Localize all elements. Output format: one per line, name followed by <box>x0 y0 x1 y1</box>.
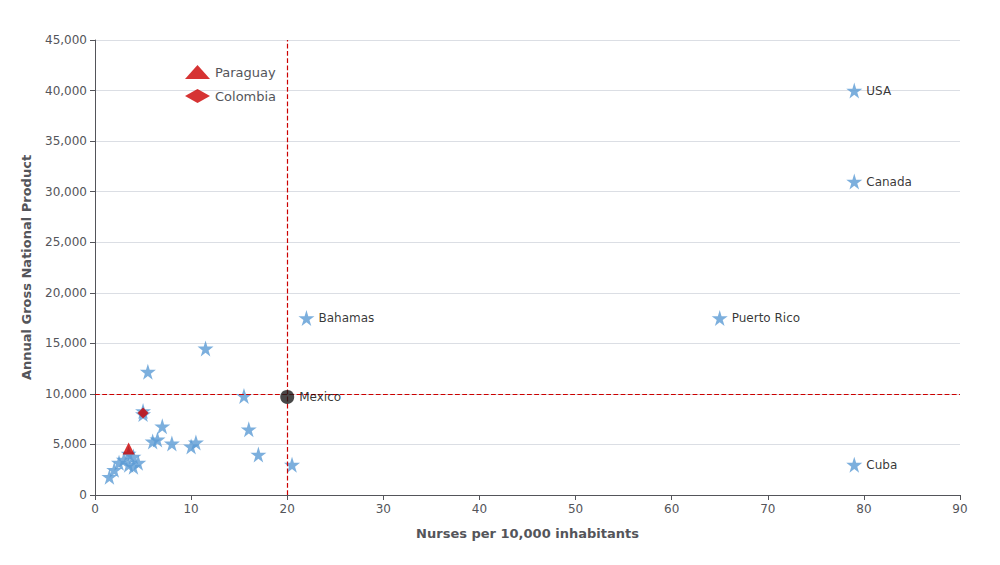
svg-text:Annual Gross National Product: Annual Gross National Product <box>19 155 34 380</box>
svg-text:Canada: Canada <box>866 175 912 189</box>
svg-text:20: 20 <box>280 502 295 516</box>
svg-text:70: 70 <box>760 502 775 516</box>
svg-text:40: 40 <box>472 502 487 516</box>
svg-text:Colombia: Colombia <box>215 89 276 104</box>
svg-text:50: 50 <box>568 502 583 516</box>
svg-text:Bahamas: Bahamas <box>318 311 374 325</box>
svg-text:25,000: 25,000 <box>45 235 87 249</box>
svg-text:Nurses per 10,000 inhabitants: Nurses per 10,000 inhabitants <box>416 526 639 541</box>
svg-text:40,000: 40,000 <box>45 84 87 98</box>
svg-text:10,000: 10,000 <box>45 387 87 401</box>
svg-text:90: 90 <box>952 502 967 516</box>
svg-text:USA: USA <box>866 84 892 98</box>
svg-text:80: 80 <box>856 502 871 516</box>
svg-text:5,000: 5,000 <box>53 437 87 451</box>
svg-text:30: 30 <box>376 502 391 516</box>
svg-text:35,000: 35,000 <box>45 134 87 148</box>
svg-text:Cuba: Cuba <box>866 458 897 472</box>
svg-text:30,000: 30,000 <box>45 185 87 199</box>
svg-text:Mexico: Mexico <box>299 390 341 404</box>
svg-text:60: 60 <box>664 502 679 516</box>
svg-text:20,000: 20,000 <box>45 286 87 300</box>
svg-text:Puerto Rico: Puerto Rico <box>732 311 800 325</box>
svg-text:Paraguay: Paraguay <box>215 65 276 80</box>
svg-text:0: 0 <box>79 488 87 502</box>
svg-text:10: 10 <box>183 502 198 516</box>
svg-text:45,000: 45,000 <box>45 33 87 47</box>
svg-text:0: 0 <box>91 502 99 516</box>
svg-text:15,000: 15,000 <box>45 336 87 350</box>
